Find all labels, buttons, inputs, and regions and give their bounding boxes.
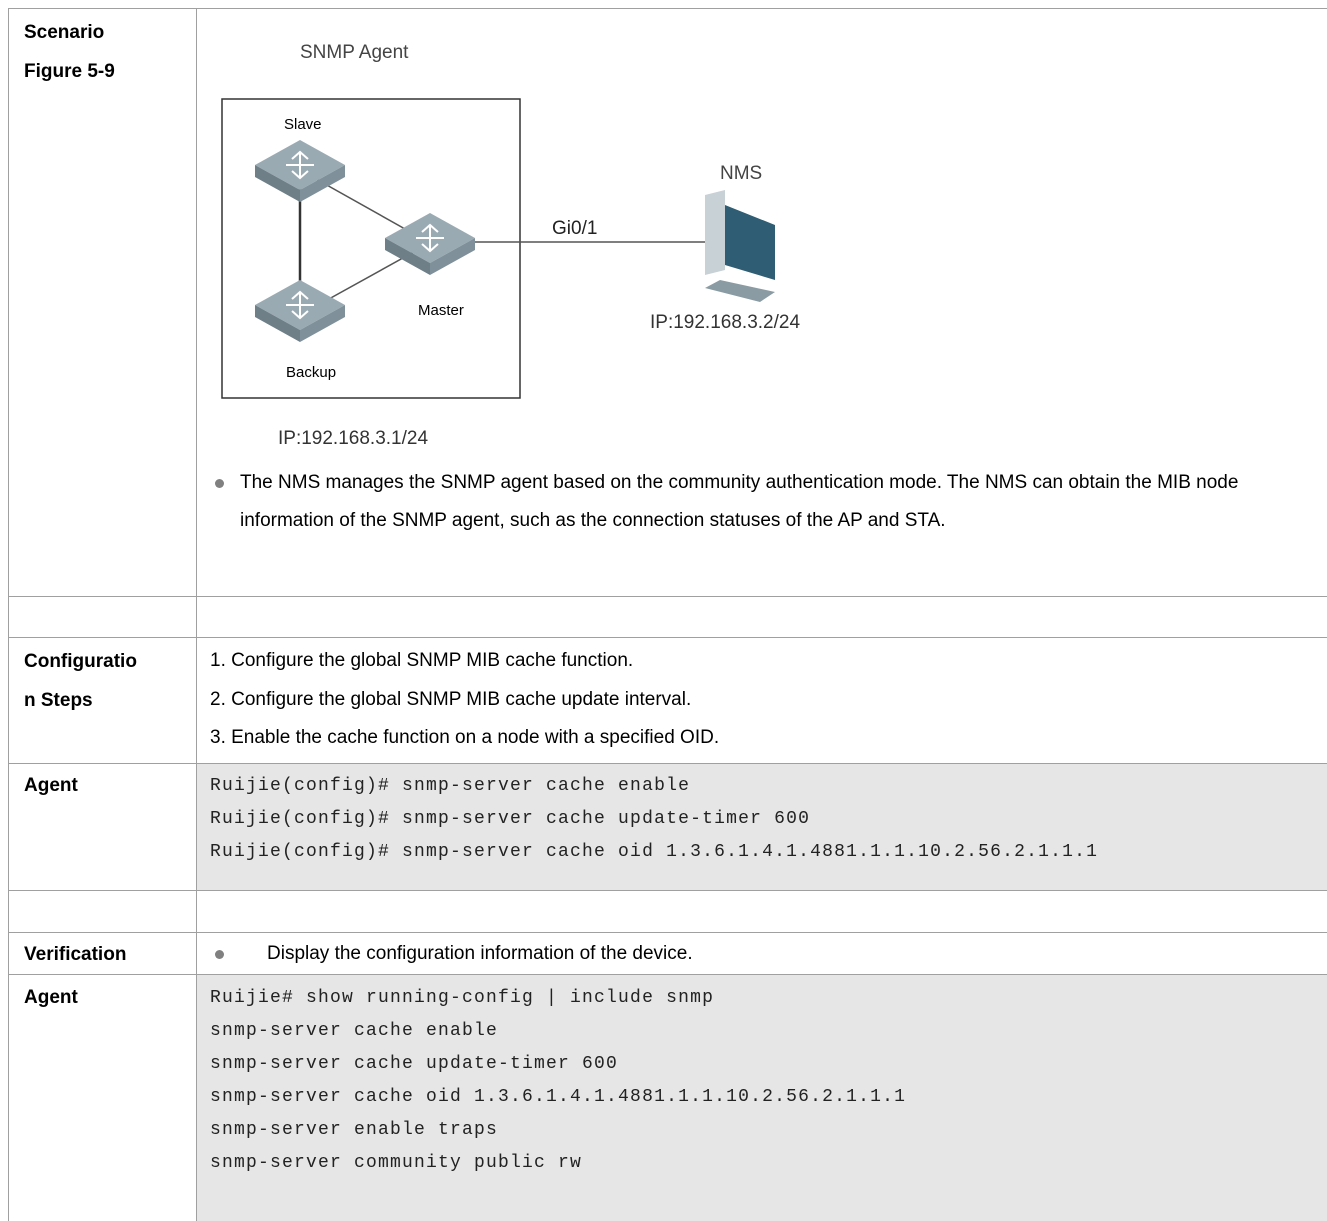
node-label: Slave	[284, 116, 322, 133]
row-border	[8, 890, 1327, 891]
row-label: Scenario	[24, 22, 105, 43]
switch-icon	[254, 139, 346, 203]
row-border	[8, 974, 1327, 975]
code-background	[197, 764, 1327, 890]
agent-box	[221, 98, 521, 399]
row-label: Figure 5-9	[24, 61, 115, 82]
bullet	[215, 479, 224, 488]
code-line: Ruijie(config)# snmp-server cache update…	[210, 809, 811, 829]
row-border	[8, 932, 1327, 933]
row-border	[8, 637, 1327, 638]
code-line: Ruijie(config)# snmp-server cache enable	[210, 776, 691, 796]
bullet-text: Display the configuration information of…	[267, 943, 693, 964]
link-label: Gi0/1	[552, 218, 597, 239]
code-line: Ruijie# show running-config | include sn…	[210, 988, 715, 1008]
row-label: Configuratio	[24, 651, 137, 672]
switch-icon	[254, 279, 346, 343]
row-label: Verification	[24, 944, 127, 965]
ip-label: IP:192.168.3.2/24	[650, 312, 800, 333]
step: 2. Configure the global SNMP MIB cache u…	[210, 689, 692, 710]
node-label: Backup	[286, 364, 336, 381]
switch-icon	[384, 212, 476, 276]
row-label: n Steps	[24, 690, 93, 711]
step: 3. Enable the cache function on a node w…	[210, 727, 720, 748]
code-line: snmp-server community public rw	[210, 1153, 583, 1173]
step: 1. Configure the global SNMP MIB cache f…	[210, 650, 634, 671]
column-border	[8, 8, 9, 1221]
row-label: Agent	[24, 775, 78, 796]
column-border	[196, 8, 197, 1221]
pc-icon	[705, 190, 775, 302]
bullet	[215, 950, 224, 959]
code-line: snmp-server enable traps	[210, 1120, 499, 1140]
row-border	[8, 8, 1327, 9]
node-label: Master	[418, 302, 464, 319]
figure-title: SNMP Agent	[300, 42, 409, 63]
ip-label: IP:192.168.3.1/24	[278, 428, 428, 449]
node-label: NMS	[720, 163, 762, 184]
code-line: snmp-server cache oid 1.3.6.1.4.1.4881.1…	[210, 1087, 907, 1107]
code-line: snmp-server cache update-timer 600	[210, 1054, 619, 1074]
network-figure: SNMP Agent Slave Master Backup NMS Gi0/1…	[221, 42, 800, 449]
row-border	[8, 596, 1327, 597]
code-line: Ruijie(config)# snmp-server cache oid 1.…	[210, 842, 1099, 862]
row-border	[8, 763, 1327, 764]
row-label: Agent	[24, 987, 78, 1008]
code-line: snmp-server cache enable	[210, 1021, 499, 1041]
code-background	[197, 975, 1327, 1221]
bullet-text: The NMS manages the SNMP agent based on …	[240, 472, 1239, 531]
